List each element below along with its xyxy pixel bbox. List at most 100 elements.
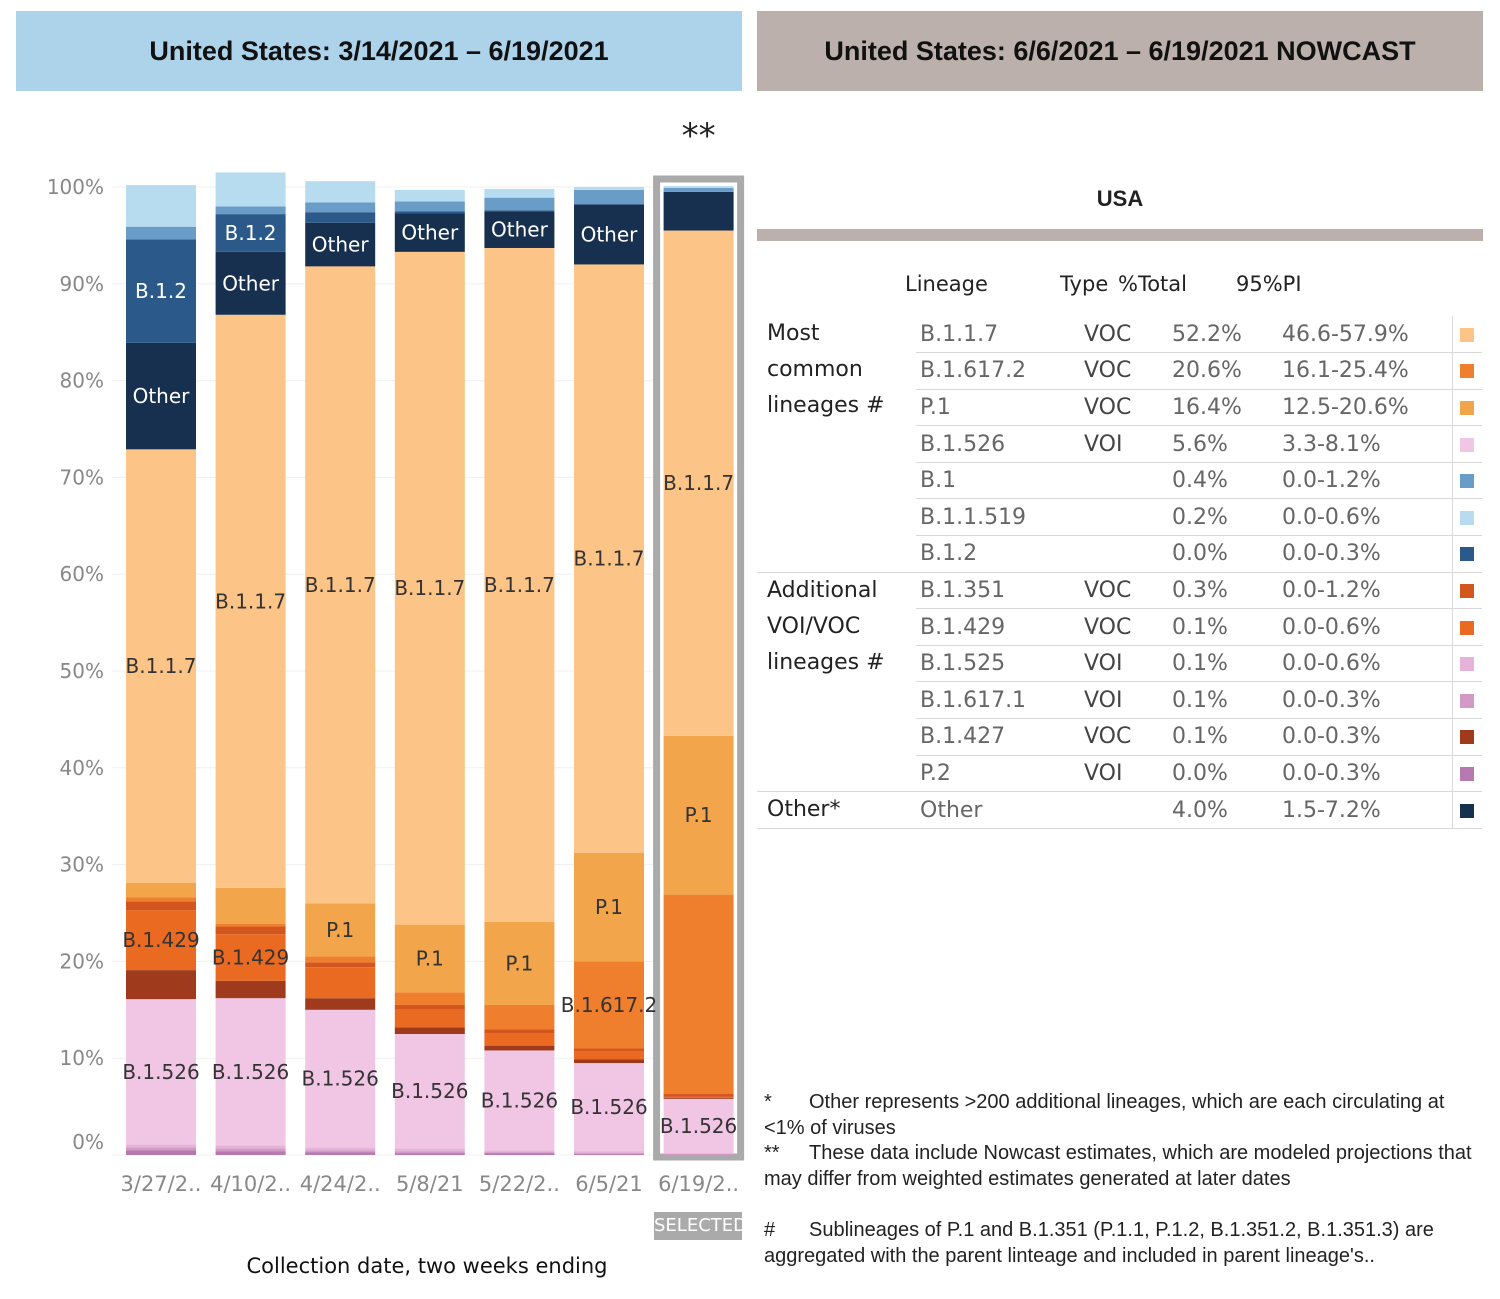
bar-label: B.1.2 (135, 279, 187, 303)
legend-swatch-cell (1451, 389, 1482, 427)
pi-cell: 1.5-7.2% (1282, 791, 1452, 830)
type-cell: VOC (1084, 352, 1172, 390)
bar-label: B.1.526 (212, 1060, 289, 1084)
bar-segment (394, 213, 465, 252)
table-row: Most common lineages # B.1.1.7 VOC 52.2% 46.6-… (757, 316, 1482, 573)
bar-label: B.1.1.7 (305, 573, 376, 597)
pct-total-cell: 0.1% (1172, 608, 1282, 646)
bar-segment (126, 882, 196, 898)
lineage-cell: B.1.427 (916, 718, 1084, 756)
bar-segment (663, 191, 734, 231)
footnote-other: * Other represents >200 additional lineag… (764, 1090, 1489, 1141)
bar-segment (126, 897, 196, 902)
pi-cell: 0.0-0.3% (1282, 718, 1452, 756)
bar-label: Other (222, 271, 280, 295)
lineage-cell: B.1.1.7 (916, 316, 1084, 354)
nowcast-marker: ** (682, 116, 716, 156)
y-tick-label: 20% (60, 949, 104, 973)
legend-swatch (1460, 766, 1475, 781)
bar-segment (574, 1154, 644, 1155)
legend-swatch (1460, 583, 1475, 598)
lineage-cell: B.1.429 (916, 608, 1084, 646)
bar-segment (663, 187, 734, 192)
legend-swatch (1460, 730, 1475, 745)
bar-segment (394, 924, 465, 993)
bar-segment (394, 992, 465, 1005)
left-panel-header: United States: 3/14/2021 – 6/19/2021 (16, 11, 742, 91)
bar-segment (394, 1004, 465, 1010)
bar-segment (663, 230, 734, 736)
bar-segment (484, 1029, 555, 1034)
legend-swatch (1460, 474, 1475, 489)
bar-segment (394, 1034, 465, 1149)
table-title-divider (757, 229, 1483, 241)
group-label: Additional VOI/VOC lineages # (757, 572, 916, 793)
bar-label: Other (581, 222, 639, 246)
y-tick-label: 60% (60, 562, 104, 586)
bar-segment (215, 998, 286, 1146)
table-row: B.1.2 0.0% 0.0-0.3% (757, 535, 1482, 573)
lineage-table: Most common lineages # B.1.1.7 VOC 52.2% 46.6-… (757, 316, 1482, 830)
legend-swatch-cell (1451, 498, 1482, 537)
y-tick-label: 90% (60, 272, 104, 296)
legend-swatch (1460, 364, 1475, 379)
group-label: Most common lineages # (757, 316, 916, 573)
bar-label: B.1.2 (225, 221, 277, 245)
bar-segment (484, 921, 555, 1005)
table-row: B.1 0.4% 0.0-1.2% (757, 462, 1482, 500)
bar-segment (484, 1153, 555, 1155)
pct-total-cell: 0.0% (1172, 755, 1282, 793)
bar-segment (574, 1051, 644, 1060)
bar-segment (394, 1153, 465, 1155)
lineage-cell: P.2 (916, 755, 1084, 793)
footnote-nowcast: ** These data include Nowcast estimates, … (764, 1141, 1489, 1192)
pi-cell: 16.1-25.4% (1282, 352, 1452, 390)
group-label-line: Additional (767, 577, 878, 603)
bar-label: Other (491, 218, 549, 242)
x-tick-label: 5/22/2.. (479, 1172, 560, 1196)
legend-swatch (1460, 437, 1475, 452)
x-tick-label: 4/24/2.. (300, 1172, 381, 1196)
bar-segment (126, 449, 196, 883)
bar-segment (484, 210, 555, 212)
bar-segment (126, 970, 196, 1000)
x-tick-label: 5/8/21 (396, 1172, 464, 1196)
table-row: B.1.427 VOC 0.1% 0.0-0.3% (757, 718, 1482, 756)
footnote-text: Sublineages of P.1 and B.1.351 (P.1.1, P… (764, 1219, 1434, 1267)
type-cell: VOC (1084, 389, 1172, 427)
table-row: Other* Other 4.0% 1.5-7.2% (757, 791, 1482, 830)
x-tick-label: 6/19/2.. (658, 1172, 739, 1196)
selected-tag[interactable]: SELECTED (654, 1212, 742, 1240)
pct-total-cell: 0.2% (1172, 498, 1282, 537)
bar-segment (215, 1145, 286, 1149)
group-label-line: common (767, 357, 863, 382)
x-axis-title: Collection date, two weeks ending (246, 1254, 608, 1278)
bar-segment (215, 1148, 286, 1152)
legend-swatch (1460, 657, 1475, 672)
pi-cell: 0.0-0.3% (1282, 681, 1452, 720)
x-tick-label: 4/10/2.. (210, 1172, 291, 1196)
bar-label: P.1 (595, 895, 623, 919)
lineage-cell: B.1.2 (916, 535, 1084, 573)
bar-segment (574, 1063, 644, 1152)
table-row: B.1.617.2 VOC 20.6% 16.1-25.4% (757, 352, 1482, 390)
y-tick-label: 40% (60, 756, 104, 780)
legend-swatch-cell (1451, 791, 1482, 830)
bar-label: B.1.1.7 (215, 589, 286, 613)
bar-segment (394, 1148, 465, 1152)
bar-segment (484, 211, 555, 248)
legend-swatch-cell (1451, 755, 1482, 793)
bar-label: B.1.526 (481, 1088, 558, 1112)
pct-total-cell: 0.1% (1172, 681, 1282, 720)
bar-label: B.1.429 (122, 928, 199, 952)
type-cell: VOI (1084, 681, 1172, 720)
bar-segment (663, 1097, 734, 1099)
bar-label: Other (401, 220, 459, 244)
pct-total-cell: 20.6% (1172, 352, 1282, 390)
y-tick-label: 100% (47, 175, 104, 199)
bar-label: B.1.526 (391, 1079, 468, 1103)
bar-segment (574, 189, 644, 205)
x-tick-label: 3/27/2.. (121, 1172, 202, 1196)
bar-segment (305, 1150, 376, 1153)
lineage-cell: B.1.351 (916, 572, 1084, 610)
